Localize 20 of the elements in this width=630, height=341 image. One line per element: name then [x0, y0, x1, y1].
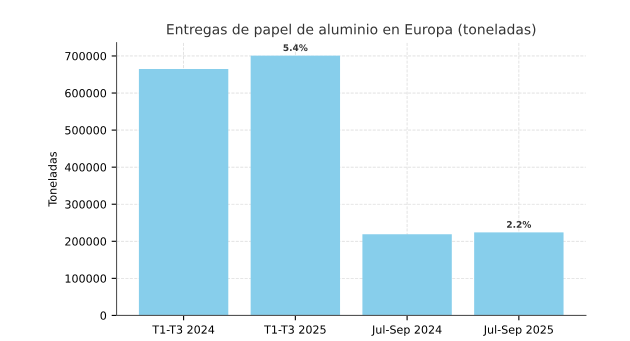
- x-tick-label: Jul-Sep 2024: [371, 325, 442, 336]
- annotation: 5.4%: [284, 44, 308, 52]
- bar: [362, 234, 452, 316]
- y-tick-label: 600000: [65, 89, 106, 98]
- y-tick-label: 500000: [65, 126, 106, 134]
- y-axis-title: Toneladas: [48, 152, 57, 207]
- bar: [138, 68, 228, 316]
- annotation: 2.2%: [507, 221, 532, 228]
- y-tick-label: 300000: [65, 200, 106, 209]
- bar: [474, 232, 564, 316]
- y-tick-label: 400000: [64, 163, 106, 172]
- y-tick-label: 100000: [66, 274, 106, 283]
- x-tick-label: Jul-Sep 2025: [483, 325, 553, 336]
- chart-title: Entregas de papel de aluminio en Europa (toneladas): [167, 24, 536, 38]
- x-tick-label: T1-T3 2025: [264, 325, 326, 334]
- y-tick-label: 200000: [65, 237, 106, 246]
- y-tick-label: 700000: [65, 52, 106, 60]
- x-tick-label: T1-T3 2024: [152, 325, 214, 334]
- bar: [250, 56, 340, 316]
- y-tick-label: 0: [100, 311, 106, 320]
